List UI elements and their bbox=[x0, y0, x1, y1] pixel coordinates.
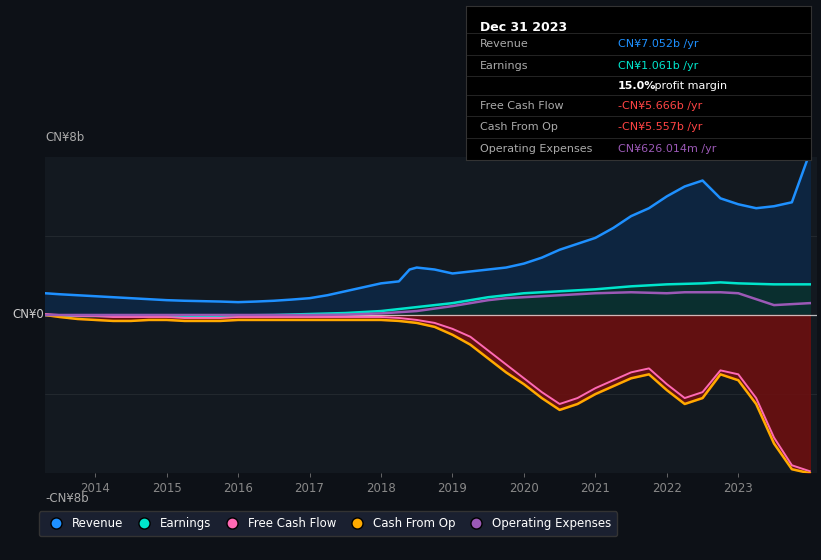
Text: Earnings: Earnings bbox=[480, 60, 529, 71]
Text: CN¥1.061b /yr: CN¥1.061b /yr bbox=[618, 60, 699, 71]
Text: profit margin: profit margin bbox=[651, 81, 727, 91]
Text: CN¥626.014m /yr: CN¥626.014m /yr bbox=[618, 144, 717, 154]
Text: Revenue: Revenue bbox=[480, 39, 529, 49]
Text: Dec 31 2023: Dec 31 2023 bbox=[480, 21, 567, 34]
Text: -CN¥5.666b /yr: -CN¥5.666b /yr bbox=[618, 101, 702, 111]
Text: CN¥8b: CN¥8b bbox=[45, 131, 85, 144]
Text: 15.0%: 15.0% bbox=[618, 81, 657, 91]
Text: CN¥7.052b /yr: CN¥7.052b /yr bbox=[618, 39, 699, 49]
Legend: Revenue, Earnings, Free Cash Flow, Cash From Op, Operating Expenses: Revenue, Earnings, Free Cash Flow, Cash … bbox=[39, 511, 617, 536]
Text: Cash From Op: Cash From Op bbox=[480, 122, 558, 132]
Text: -CN¥8b: -CN¥8b bbox=[45, 492, 89, 505]
Text: CN¥0: CN¥0 bbox=[12, 309, 44, 321]
Text: -CN¥5.557b /yr: -CN¥5.557b /yr bbox=[618, 122, 703, 132]
Text: Operating Expenses: Operating Expenses bbox=[480, 144, 593, 154]
Text: Free Cash Flow: Free Cash Flow bbox=[480, 101, 564, 111]
